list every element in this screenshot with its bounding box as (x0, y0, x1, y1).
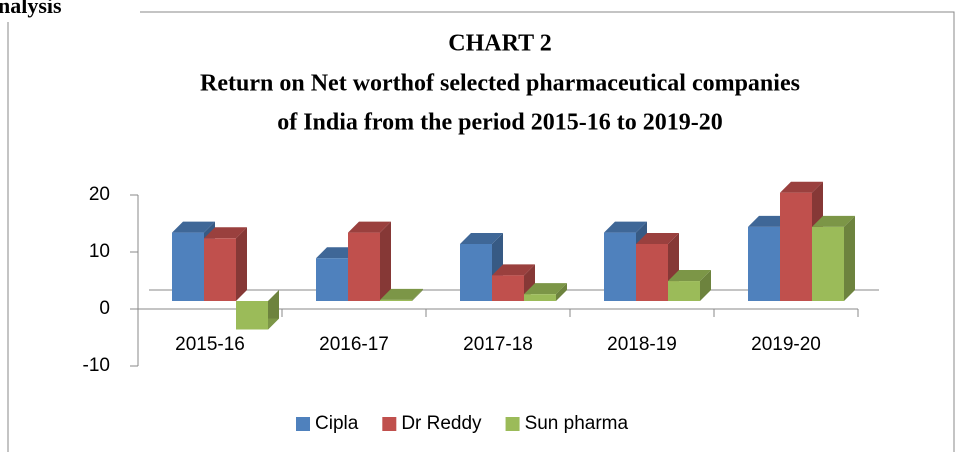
legend-swatch (382, 417, 397, 431)
bar-side (236, 227, 247, 301)
bar (380, 299, 412, 301)
y-tick-label: -10 (83, 355, 110, 376)
chart-border (7, 11, 955, 452)
chart-title: CHART 2 (448, 31, 551, 57)
bar (636, 244, 668, 301)
x-tick-label: 2019-20 (751, 334, 821, 355)
bar-top (460, 233, 503, 244)
page-heading: nalysis (0, 0, 62, 18)
x-tick-label: 2015-16 (175, 334, 245, 355)
bar (348, 232, 380, 301)
bar-side (412, 288, 423, 301)
y-tick-label: 0 (99, 298, 110, 319)
bar-top (636, 233, 679, 244)
bar-top (668, 270, 711, 282)
heading-bg (0, 0, 140, 22)
bar (524, 294, 556, 301)
bar-top (604, 221, 647, 233)
bar-top (524, 283, 567, 295)
bar (604, 232, 636, 301)
bar-top (780, 181, 823, 193)
bar (780, 192, 812, 301)
bar (172, 232, 204, 301)
bar-top (380, 288, 423, 300)
bar-side (844, 215, 855, 301)
bar (748, 226, 780, 301)
bar-top (204, 227, 247, 239)
x-tick-label: 2017-18 (463, 334, 533, 355)
chart-title: of India from the period 2015-16 to 2019… (277, 110, 723, 136)
legend-label: Cipla (315, 413, 359, 434)
legend-label: Dr Reddy (401, 413, 482, 434)
legend-label: Sun pharma (525, 413, 629, 434)
bar (204, 238, 236, 301)
bar-top (812, 215, 855, 227)
bar-side (380, 221, 391, 301)
chart-title: Return on Net worthof selected pharmaceu… (200, 71, 800, 97)
bar-side (556, 283, 567, 301)
y-tick-label: 20 (89, 184, 110, 205)
x-tick-label: 2018-19 (607, 334, 677, 355)
bar (460, 244, 492, 301)
bar-side (700, 270, 711, 301)
bar (812, 226, 844, 301)
bar-top (172, 221, 215, 233)
bar (668, 281, 700, 301)
bar-top (348, 221, 391, 233)
bar (492, 275, 524, 301)
y-tick-label: 10 (89, 241, 110, 262)
bar-top (492, 264, 535, 276)
x-tick-label: 2016-17 (319, 334, 389, 355)
bar (236, 301, 268, 330)
bar (316, 258, 348, 301)
legend-swatch (296, 417, 310, 431)
legend-swatch (505, 417, 520, 431)
